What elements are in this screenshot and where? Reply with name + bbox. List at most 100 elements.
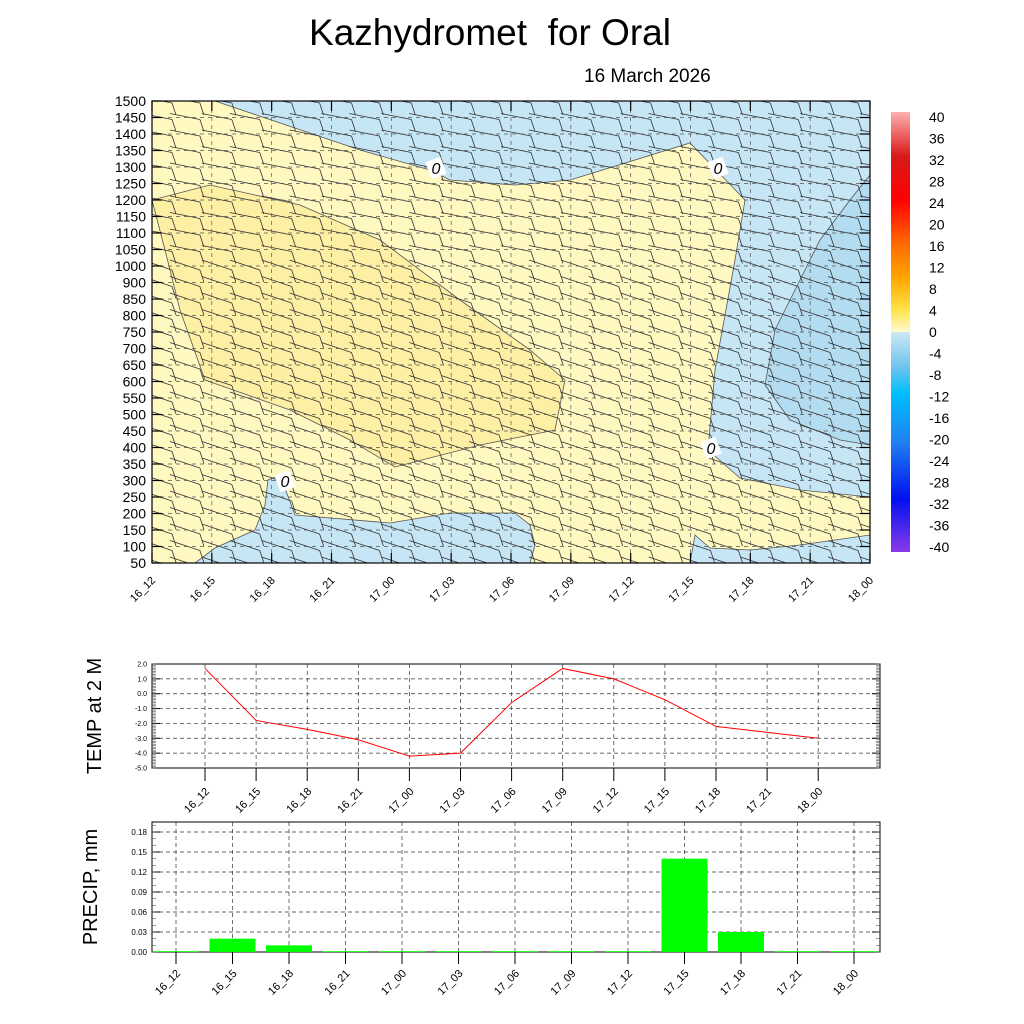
- temp-y-tick-label: -4.0: [135, 751, 147, 758]
- wind-barb: [289, 228, 324, 248]
- wind-barb: [152, 164, 177, 182]
- wind-barb: [409, 113, 444, 132]
- wind-barb: [261, 490, 297, 514]
- x-tick-label: 17_12: [607, 575, 637, 605]
- wind-barb: [859, 457, 870, 462]
- wind-barb: [468, 276, 504, 299]
- wind-barb: [289, 342, 324, 365]
- wind-barb: [680, 179, 715, 198]
- wind-barb: [620, 457, 656, 481]
- wind-barb: [441, 523, 476, 547]
- wind-barb: [409, 507, 444, 530]
- wind-barb: [500, 523, 536, 547]
- wind-barb: [152, 526, 177, 547]
- wind-barb: [289, 309, 324, 332]
- wind-barb: [800, 146, 835, 165]
- wind-barb: [152, 279, 177, 299]
- wind-barb: [620, 113, 656, 132]
- wind-barb: [800, 276, 835, 299]
- wind-barb: [800, 457, 835, 481]
- wind-barb: [708, 292, 743, 316]
- wind-barb: [201, 146, 237, 165]
- wind-barb: [201, 523, 237, 547]
- wind-barb: [827, 375, 863, 398]
- wind-barb: [680, 523, 715, 547]
- wind-barb: [708, 259, 743, 283]
- wind-barb: [152, 115, 177, 132]
- precip-x-tick-label: 18_00: [831, 968, 861, 998]
- wind-barb: [152, 361, 177, 382]
- contour-label: 0: [432, 161, 441, 178]
- wind-barb: [349, 358, 384, 382]
- wind-barb: [169, 195, 205, 215]
- wind-barb: [381, 474, 416, 497]
- wind-barb: [469, 212, 504, 231]
- wind-barb: [289, 162, 324, 182]
- y-tick-label: 700: [123, 341, 147, 357]
- x-tick-label: 17_18: [726, 575, 756, 605]
- wind-barb: [500, 195, 536, 215]
- precip-bar: [605, 951, 651, 952]
- wind-barb: [289, 375, 324, 398]
- wind-barb: [859, 523, 870, 528]
- wind-barb: [229, 195, 265, 215]
- wind-barb: [381, 276, 416, 299]
- chart-date: 16 March 2026: [584, 66, 711, 87]
- wind-barb: [620, 408, 656, 431]
- wind-barb: [708, 358, 743, 382]
- wind-barb: [169, 408, 205, 431]
- wind-barb: [500, 540, 536, 563]
- wind-barb: [800, 424, 835, 448]
- x-tick-label: 17_00: [367, 575, 397, 605]
- wind-barb: [229, 457, 265, 481]
- wind-barb: [201, 342, 237, 365]
- wind-barb: [500, 259, 536, 283]
- wind-barb: [648, 212, 683, 231]
- wind-barb: [201, 259, 237, 283]
- wind-barb: [229, 441, 265, 464]
- wind-barb: [261, 424, 297, 448]
- wind-barb: [500, 391, 536, 415]
- wind-barb: [349, 179, 384, 198]
- wind-barb: [469, 113, 504, 132]
- wind-barb: [261, 375, 297, 398]
- wind-barb: [859, 162, 870, 166]
- wind-barb: [381, 292, 416, 316]
- wind-barb: [698, 101, 715, 116]
- wind-barb: [152, 394, 177, 415]
- wind-barb: [588, 408, 624, 431]
- wind-barb: [588, 342, 624, 365]
- wind-barb: [588, 146, 624, 165]
- wind-barb: [588, 179, 624, 198]
- wind-barb: [500, 228, 536, 248]
- wind-barb: [768, 292, 803, 316]
- wind-barb: [768, 113, 803, 132]
- wind-barb: [201, 129, 237, 149]
- chart-title: Kazhydromet for Oral: [309, 12, 671, 53]
- wind-barb: [648, 292, 683, 316]
- wind-barb: [349, 490, 384, 514]
- wind-barb: [409, 408, 444, 431]
- wind-barb: [349, 474, 384, 497]
- wind-barb: [827, 523, 863, 547]
- wind-barb: [381, 441, 416, 464]
- wind-barb: [708, 408, 743, 431]
- wind-barb: [560, 424, 596, 448]
- wind-barb: [321, 113, 356, 132]
- wind-barb: [648, 113, 683, 132]
- wind-barb: [349, 245, 384, 264]
- wind-barb: [427, 101, 444, 116]
- wind-barb: [708, 228, 743, 248]
- wind-barb: [528, 540, 564, 563]
- wind-barb: [381, 212, 416, 231]
- wind-barb: [740, 276, 775, 299]
- wind-barb: [409, 245, 444, 264]
- wind-barb: [620, 342, 656, 365]
- wind-barb: [859, 259, 870, 264]
- wind-barb: [859, 245, 870, 248]
- precip-bar: [548, 951, 595, 952]
- y-tick-label: 1350: [115, 143, 146, 159]
- wind-barb: [648, 309, 683, 332]
- wind-barb: [560, 195, 596, 215]
- wind-barb: [859, 129, 870, 133]
